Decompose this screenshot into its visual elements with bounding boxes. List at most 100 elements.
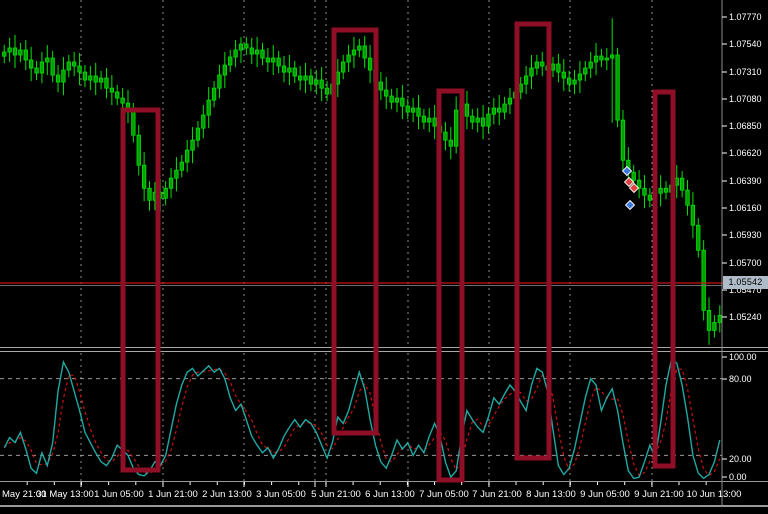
highlight-rectangle[interactable] — [436, 88, 465, 483]
candle-body — [115, 91, 120, 99]
sell-arrow-marker[interactable] — [628, 182, 640, 194]
time-axis-label: 7 Jun 21:00 — [472, 489, 522, 500]
candle-body — [561, 71, 566, 79]
candle-body — [550, 63, 556, 71]
candle-body — [620, 119, 626, 161]
candle-body — [77, 65, 82, 73]
sell-arrow-marker[interactable] — [623, 176, 635, 188]
price-axis-label: 1.06620 — [729, 148, 762, 158]
indicator-axis-label: 20.00 — [729, 454, 752, 464]
highlight-rectangle[interactable] — [331, 27, 379, 436]
candle-body — [696, 224, 701, 251]
candle-body — [432, 117, 437, 127]
price-axis-label: 1.07080 — [729, 94, 762, 104]
time-axis-label: 9 Jun 05:00 — [580, 489, 630, 500]
candle-body — [523, 75, 529, 85]
candle-body — [572, 79, 577, 85]
candle-body — [567, 77, 572, 85]
candle-body — [599, 55, 604, 61]
candle-body — [346, 54, 351, 63]
time-axis-label: 6 Jun 13:00 — [365, 489, 415, 500]
candle-body — [254, 49, 260, 55]
candle-body — [104, 77, 109, 89]
candle-body — [642, 187, 647, 196]
candle-body — [2, 51, 7, 57]
candle-body — [416, 107, 421, 117]
candle-body — [287, 67, 292, 73]
candle-body — [631, 171, 636, 181]
highlight-rectangle[interactable] — [120, 107, 161, 473]
candle-body — [324, 87, 330, 95]
candle-body — [464, 103, 470, 117]
candle-body — [131, 109, 136, 136]
candle-body — [690, 204, 696, 226]
candle-body — [190, 139, 195, 151]
candle-body — [244, 43, 249, 49]
time-axis-label: 9 Jun 21:00 — [634, 489, 684, 500]
candle-body — [206, 99, 211, 116]
candle-body — [410, 107, 416, 113]
candle-body — [427, 117, 432, 123]
price-axis-label: 1.06850 — [729, 121, 762, 131]
candle-body — [615, 54, 620, 121]
candle-body — [367, 57, 373, 71]
time-axis-label: 1 Jun 21:00 — [148, 489, 198, 500]
indicator-axis-label: 80.00 — [729, 374, 752, 384]
candle-body — [271, 57, 276, 63]
price-axis-label: 1.06390 — [729, 176, 762, 186]
candle-body — [249, 47, 254, 55]
candle-body — [470, 115, 475, 123]
time-axis-label: 8 Jun 13:00 — [526, 489, 576, 500]
candle-body — [297, 75, 303, 81]
candle-body — [314, 79, 319, 85]
candle-body — [217, 74, 222, 89]
candle-body — [507, 97, 513, 105]
price-axis-label: 1.05700 — [729, 258, 762, 268]
candle-body — [357, 45, 362, 51]
candle-body — [405, 105, 410, 113]
price-axis-label: 1.05930 — [729, 230, 762, 240]
candle-body — [394, 97, 400, 103]
candle-body — [341, 61, 346, 73]
stochastic-signal-line — [3, 368, 721, 477]
candle-body — [61, 69, 66, 83]
buy-arrow-marker[interactable] — [624, 199, 636, 211]
highlight-rectangle[interactable] — [514, 21, 552, 461]
candle-body — [663, 187, 669, 193]
time-axis-label: 10 Jun 13:00 — [687, 489, 742, 500]
highlight-rectangle[interactable] — [652, 89, 676, 469]
candle-body — [233, 49, 238, 58]
price-axis-label: 1.06160 — [729, 203, 762, 213]
time-axis-label: 31 May 13:00 — [36, 489, 94, 500]
candle-body — [93, 75, 98, 83]
candle-body — [98, 77, 104, 83]
candle-body — [141, 164, 147, 189]
candle-body — [195, 127, 201, 141]
candle-body — [222, 64, 227, 76]
candle-body — [701, 249, 706, 311]
price-axis-label: 1.07540 — [729, 39, 762, 49]
candle-body — [378, 81, 384, 91]
candle-body — [335, 71, 340, 85]
candle-body — [211, 87, 217, 101]
separator-line — [0, 347, 768, 348]
candle-body — [658, 187, 663, 194]
candle-body — [45, 57, 50, 63]
candle-body — [647, 194, 652, 201]
time-axis-label: 1 Jun 05:00 — [94, 489, 144, 500]
time-axis-label: 2 Jun 13:00 — [202, 489, 252, 500]
buy-arrow-marker[interactable] — [621, 165, 633, 177]
candle-body — [577, 73, 583, 81]
candle-body — [276, 57, 281, 67]
candle-body — [400, 97, 405, 107]
time-axis-label: 7 Jun 05:00 — [419, 489, 469, 500]
current-price-badge: 1.05542 — [723, 276, 768, 289]
candle-body — [174, 169, 179, 179]
candle-body — [497, 107, 502, 113]
candle-body — [319, 79, 324, 89]
candle-body — [72, 61, 77, 67]
candle-body — [636, 179, 642, 189]
candle-body — [7, 47, 12, 53]
candle-body — [136, 134, 141, 166]
